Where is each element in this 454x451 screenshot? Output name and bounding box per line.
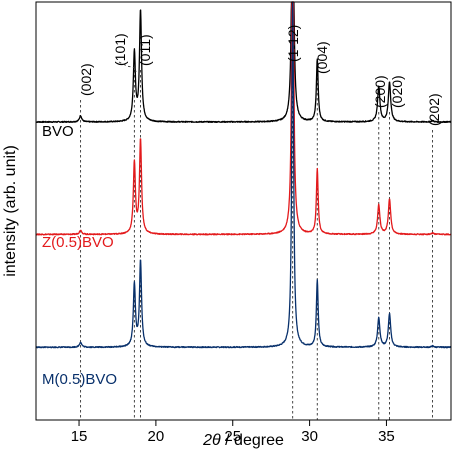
peak-label: (1-12) — [285, 25, 301, 62]
x-tick-label: 30 — [301, 428, 318, 445]
series-label: Z(0.5)BVO — [42, 234, 114, 251]
x-tick-label: 20 — [148, 428, 165, 445]
x-tick-label: 15 — [71, 428, 88, 445]
peak-guide-lines — [80, 66, 434, 420]
x-axis-title-symbol: 2θ — [202, 432, 221, 449]
series-label: M(0.5)BVO — [42, 371, 117, 388]
peak-label: (004) — [314, 41, 330, 74]
series-lines — [35, 1, 452, 349]
peak-label: (002) — [78, 63, 94, 96]
series-line — [35, 1, 452, 349]
series-line — [35, 1, 452, 236]
peak-label: (020) — [389, 75, 405, 108]
peak-label: (011) — [137, 34, 153, 66]
peak-label: (200) — [372, 75, 388, 108]
peak-labels: (002) (101) (011) (1-12) (004) (200) (020) (202… — [78, 25, 442, 126]
x-tick-label: 35 — [378, 428, 395, 445]
x-axis-title-unit: / degree — [221, 432, 284, 449]
series-labels: BVO Z(0.5)BVO M(0.5)BVO — [42, 123, 117, 388]
y-axis-title: intensity (arb. unit) — [2, 145, 19, 277]
peak-label: (101) — [112, 33, 128, 66]
peak-label: (202) — [426, 93, 442, 126]
x-axis-title: 2θ / degree — [202, 432, 284, 449]
plot-frame — [35, 1, 452, 421]
series-line — [35, 1, 452, 124]
series-label: BVO — [42, 123, 74, 140]
x-axis-ticks: 15 20 25 30 35 — [71, 420, 395, 445]
x-tick-label: 25 — [224, 428, 241, 445]
